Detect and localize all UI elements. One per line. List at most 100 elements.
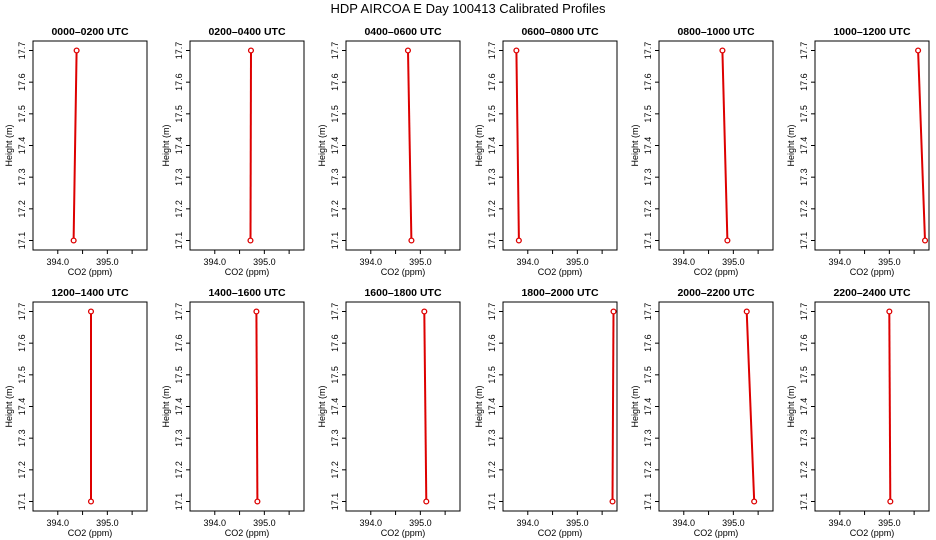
y-tick-label: 17.1 (643, 493, 653, 511)
x-axis-label: CO2 (ppm) (381, 528, 426, 538)
y-tick-label: 17.7 (643, 303, 653, 321)
y-tick-label: 17.7 (174, 303, 184, 321)
profile-line (515, 50, 520, 241)
y-tick-label: 17.6 (799, 334, 809, 352)
y-tick-label: 17.1 (799, 232, 809, 250)
y-tick-label: 17.3 (487, 429, 497, 447)
y-tick-label: 17.3 (799, 429, 809, 447)
y-tick-label: 17.2 (799, 200, 809, 218)
plot-frame (502, 40, 618, 251)
data-point (886, 308, 893, 315)
x-tick-label: 395.0 (878, 257, 901, 267)
x-tick-label: 395.0 (96, 518, 119, 528)
panel-title: 2000–2200 UTC (677, 287, 754, 299)
y-tick-label: 17.4 (643, 398, 653, 416)
y-axis-label: Height (m) (786, 385, 796, 427)
y-axis-label: Height (m) (4, 385, 14, 427)
panel-title: 0000–0200 UTC (51, 26, 128, 38)
y-tick-label: 17.1 (17, 232, 27, 250)
x-tick-label: 395.0 (722, 518, 745, 528)
y-tick-label: 17.2 (17, 200, 27, 218)
data-point (70, 237, 77, 244)
plot-frame (814, 40, 930, 251)
y-tick-label: 17.4 (643, 137, 653, 155)
x-tick-label: 395.0 (409, 518, 432, 528)
y-tick-label: 17.5 (799, 105, 809, 123)
y-tick-label: 17.7 (330, 303, 340, 321)
y-tick-label: 17.1 (330, 493, 340, 511)
y-axis-label: Height (m) (474, 385, 484, 427)
plot-frame (502, 301, 618, 512)
y-tick-label: 17.7 (799, 303, 809, 321)
y-tick-label: 17.6 (643, 73, 653, 91)
y-tick-label: 17.4 (487, 137, 497, 155)
data-point (254, 498, 261, 505)
data-point (247, 237, 254, 244)
y-tick-label: 17.3 (174, 429, 184, 447)
data-point (751, 498, 758, 505)
data-point (421, 308, 428, 315)
y-tick-label: 17.2 (17, 461, 27, 479)
y-tick-label: 17.6 (17, 73, 27, 91)
profile-line (721, 50, 729, 241)
x-axis-label: CO2 (ppm) (68, 528, 113, 538)
y-tick-label: 17.5 (174, 366, 184, 384)
plot-frame (345, 40, 461, 251)
y-tick-label: 17.5 (643, 366, 653, 384)
y-tick-label: 17.7 (17, 303, 27, 321)
y-tick-label: 17.3 (330, 429, 340, 447)
x-axis-label: CO2 (ppm) (225, 267, 270, 277)
y-tick-label: 17.5 (487, 366, 497, 384)
data-point (887, 498, 894, 505)
y-tick-label: 17.6 (330, 334, 340, 352)
y-axis-label: Height (m) (161, 124, 171, 166)
data-point (609, 498, 616, 505)
y-tick-label: 17.7 (330, 42, 340, 60)
x-tick-label: 395.0 (409, 257, 432, 267)
x-tick-label: 394.0 (517, 518, 540, 528)
x-tick-label: 394.0 (360, 518, 383, 528)
y-tick-label: 17.1 (17, 493, 27, 511)
y-tick-label: 17.4 (799, 398, 809, 416)
x-tick-label: 394.0 (829, 518, 852, 528)
y-tick-label: 17.4 (174, 398, 184, 416)
y-tick-label: 17.1 (487, 232, 497, 250)
x-tick-label: 395.0 (253, 257, 276, 267)
data-point (73, 47, 80, 54)
panel-title: 0200–0400 UTC (208, 26, 285, 38)
x-axis-label: CO2 (ppm) (538, 528, 583, 538)
profile-line (888, 311, 892, 502)
y-tick-label: 17.2 (174, 461, 184, 479)
data-point (87, 308, 95, 315)
y-tick-label: 17.1 (330, 232, 340, 250)
y-tick-label: 17.1 (174, 232, 184, 250)
data-point (719, 47, 726, 54)
y-tick-label: 17.4 (799, 137, 809, 155)
x-tick-label: 394.0 (47, 518, 70, 528)
x-axis-label: CO2 (ppm) (850, 267, 895, 277)
y-tick-label: 17.4 (17, 137, 27, 155)
y-axis-label: Height (m) (630, 385, 640, 427)
panel-title: 1200–1400 UTC (51, 287, 128, 299)
y-axis-label: Height (m) (317, 124, 327, 166)
y-tick-label: 17.4 (174, 137, 184, 155)
x-axis-label: CO2 (ppm) (225, 528, 270, 538)
y-tick-label: 17.1 (643, 232, 653, 250)
panel-title: 0600–0800 UTC (521, 26, 598, 38)
data-point (253, 308, 260, 315)
data-point (247, 47, 255, 54)
y-tick-label: 17.2 (174, 200, 184, 218)
y-tick-label: 17.6 (174, 334, 184, 352)
x-tick-label: 394.0 (47, 257, 70, 267)
data-point (513, 47, 520, 54)
profile-line (917, 50, 926, 241)
y-tick-label: 17.4 (487, 398, 497, 416)
panel-title: 1000–1200 UTC (833, 26, 910, 38)
y-tick-label: 17.5 (330, 105, 340, 123)
